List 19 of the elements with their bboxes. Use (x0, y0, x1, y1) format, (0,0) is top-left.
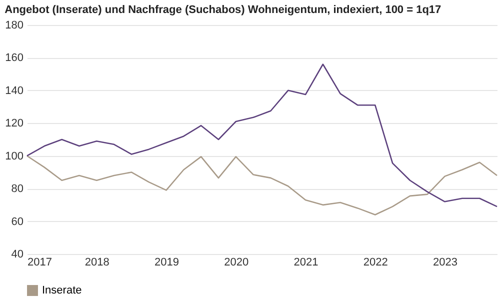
x-tick-label: 2020 (224, 256, 249, 268)
y-tick-label: 140 (5, 84, 24, 97)
x-tick-label: 2017 (28, 256, 52, 268)
x-tick-label: 2021 (294, 256, 318, 268)
x-tick-label: 2018 (84, 256, 110, 268)
x-tick-label: 2022 (363, 256, 388, 268)
x-tick-label: 2023 (433, 256, 458, 268)
y-tick-label: 80 (11, 183, 24, 196)
y-tick-label: 160 (5, 52, 24, 64)
x-tick-label: 2019 (154, 256, 179, 268)
legend-label: Inserate (42, 284, 82, 296)
y-tick-label: 120 (5, 118, 24, 130)
line-series (26, 155, 498, 216)
chart-title: Angebot (Inserate) und Nachfrage (Suchabos) Wohneigentum, indexiert, 100 = 1q17 (4, 4, 442, 16)
y-tick-label: 100 (5, 150, 24, 162)
y-tick-label: 180 (5, 20, 24, 32)
line-series (26, 64, 498, 208)
y-tick-label: 60 (11, 216, 24, 228)
y-tick-label: 40 (11, 248, 24, 260)
